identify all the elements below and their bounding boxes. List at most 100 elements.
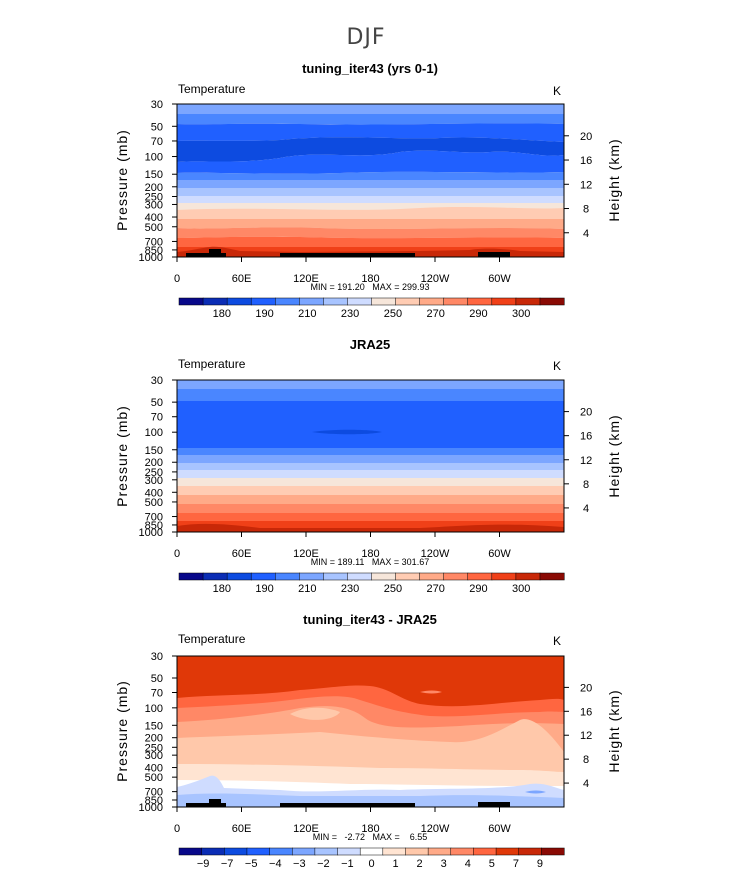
x-tick-label: 120E: [293, 548, 319, 560]
colorbar-swatch: [178, 572, 204, 581]
colorbar-swatch: [473, 847, 497, 856]
x-tick-label: 60E: [232, 273, 252, 285]
colorbar-swatch: [224, 847, 248, 856]
colorbar-swatch: [201, 847, 225, 856]
y-tick-label: 300: [145, 475, 163, 487]
x-tick-label: 180: [361, 273, 379, 285]
panel-title: tuning_iter43 (yrs 0-1): [302, 61, 438, 76]
y-tick-label: 100: [145, 427, 163, 439]
colorbar-swatch: [250, 572, 276, 581]
colorbar-swatch: [347, 572, 373, 581]
height-tick-label: 12: [580, 730, 592, 742]
colorbar: 180 190 210 230 250 270 290 300: [178, 297, 565, 320]
x-tick-label: 0: [174, 273, 180, 285]
x-tick-label: 120W: [421, 823, 450, 835]
colorbar-swatch: [371, 572, 397, 581]
y-tick-label: 50: [151, 121, 163, 133]
variable-label: Temperature: [178, 357, 246, 371]
height-tick-label: 8: [583, 479, 589, 491]
x-tick-label: 120E: [293, 823, 319, 835]
y-tick-label: 50: [151, 397, 163, 409]
y-tick-label: 300: [145, 200, 163, 212]
colorbar-label: −3: [293, 858, 306, 870]
y-tick-label: 500: [145, 222, 163, 234]
topography: [186, 253, 226, 257]
colorbar-swatch: [495, 847, 520, 856]
y-tick-label: 30: [151, 99, 163, 111]
colorbar-swatch: [202, 572, 228, 581]
colorbar-swatch: [323, 297, 348, 306]
colorbar-label: 230: [341, 308, 359, 320]
colorbar-swatch: [359, 847, 384, 856]
colorbar-label: 300: [512, 308, 530, 320]
panel-reference: JRA25 Temperature K 30 50 70 100: [114, 337, 622, 595]
y-axis-title: Pressure (mb): [114, 405, 130, 507]
colorbar-label: −4: [269, 858, 282, 870]
colorbar-swatch: [515, 572, 541, 581]
x-tick-label: 60W: [488, 273, 511, 285]
y-axis-right: 20 16 12 8 4 Height (km): [580, 131, 622, 240]
colorbar-swatch: [291, 847, 316, 856]
colorbar-swatch: [405, 847, 429, 856]
y-axis-title: Pressure (mb): [114, 680, 130, 782]
colorbar-label: 5: [489, 858, 495, 870]
y-tick-label: 70: [151, 136, 163, 148]
colorbar-swatch: [518, 847, 542, 856]
variable-label: Temperature: [178, 82, 246, 96]
colorbar-swatch: [382, 847, 407, 856]
plot-area: [176, 655, 565, 808]
height-axis-title: Height (km): [606, 138, 622, 221]
colorbar-label: 0: [368, 858, 374, 870]
y-tick-label: 250: [145, 742, 163, 754]
x-tick-label: 180: [361, 823, 379, 835]
panel-difference: tuning_iter43 - JRA25 Temperature K 30 5…: [114, 612, 622, 870]
min-max-stats: MIN = -2.72 MAX = 6.55: [313, 832, 428, 842]
colorbar-label: −2: [317, 858, 330, 870]
colorbar-label: 1: [393, 858, 399, 870]
x-tick-label: 120W: [421, 273, 450, 285]
y-tick-label: 250: [145, 467, 163, 479]
y-axis-left: 30 50 70 100 150 200 250 300 400 500 700…: [114, 651, 163, 814]
y-axis-right: 20 16 12 8 4 Height (km): [580, 407, 622, 515]
y-tick-label: 300: [145, 750, 163, 762]
min-max-stats: MIN = 189.11 MAX = 301.67: [311, 557, 429, 567]
colorbar-label: 2: [417, 858, 423, 870]
colorbar-swatch: [467, 297, 493, 306]
colorbar-swatch: [419, 572, 445, 581]
x-tick-label: 60E: [232, 823, 252, 835]
height-axis-title: Height (km): [606, 414, 622, 497]
y-axis-left: 30 50 70 100 150 200 250 300 400 500 700…: [114, 99, 163, 264]
colorbar-label: −1: [341, 858, 354, 870]
figure-title: DJF: [346, 25, 385, 50]
colorbar-swatch: [337, 847, 361, 856]
height-tick-label: 8: [583, 754, 589, 766]
x-tick-label: 180: [361, 548, 379, 560]
y-tick-label: 150: [145, 720, 163, 732]
min-max-stats: MIN = 191.20 MAX = 299.93: [310, 282, 429, 292]
colorbar-swatch: [467, 572, 493, 581]
height-tick-label: 4: [583, 503, 589, 515]
panel-title: JRA25: [350, 337, 390, 352]
colorbar-swatch: [541, 847, 565, 856]
y-tick-label: 1000: [139, 802, 163, 814]
colorbar-label: 7: [513, 858, 519, 870]
colorbar-label: −7: [221, 858, 234, 870]
colorbar-label: 3: [441, 858, 447, 870]
colorbar-swatch: [246, 847, 271, 856]
y-tick-label: 70: [151, 412, 163, 424]
colorbar-swatch: [178, 297, 204, 306]
y-tick-label: 400: [145, 487, 163, 499]
y-tick-label: 850: [145, 245, 163, 257]
y-tick-label: 850: [145, 795, 163, 807]
colorbar-swatch: [539, 572, 565, 581]
x-axis: 0 60E 120E 180 120W 60W: [174, 548, 511, 560]
colorbar-label: 290: [469, 308, 487, 320]
colorbar-swatch: [323, 572, 348, 581]
colorbar-swatch: [178, 847, 203, 856]
height-axis-title: Height (km): [606, 689, 622, 772]
colorbar-label: −9: [197, 858, 210, 870]
colorbar-label: 190: [255, 308, 273, 320]
x-tick-label: 120E: [293, 273, 319, 285]
colorbar-swatch: [250, 297, 276, 306]
x-tick-label: 0: [174, 548, 180, 560]
